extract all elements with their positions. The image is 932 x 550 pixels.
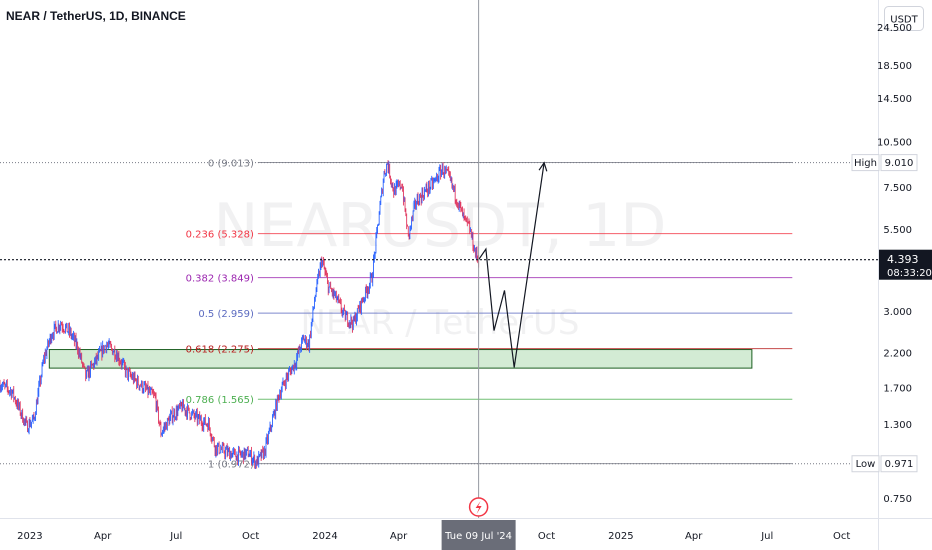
time-tick-label: Oct [242,531,259,542]
currency-button-label: USDT [890,15,918,26]
time-tick-label: Apr [94,531,112,542]
fib-label-1: 1 (0.972) [208,460,254,471]
chart-title: NEAR / TetherUS, 1D, BINANCE [6,9,186,23]
current-price-tag [879,249,932,280]
price-tick-label: 5.500 [883,225,912,236]
projection-path[interactable] [478,162,545,368]
low-value-box [880,455,918,473]
currency-button-frame [884,6,924,31]
time-tick-label: 2025 [608,531,633,542]
current-price-countdown: 08:33:20 [887,268,932,279]
price-tick-label: 18.500 [877,61,912,72]
price-tick-label: 14.500 [877,94,912,105]
lightning-icon [475,501,482,514]
price-tick-label: 3.000 [883,307,912,318]
fib-label-0.382: 0.382 (3.849) [186,274,254,285]
projection-arrow-head [538,161,548,172]
fib-label-0.236: 0.236 (5.328) [186,230,254,241]
time-axis[interactable] [0,518,878,550]
currency-button[interactable]: USDT [884,6,924,31]
time-tick-label: 2023 [17,531,42,542]
price-tick-label: 2.200 [883,349,912,360]
fib-label-0: 0 (9.013) [208,159,254,170]
price-tick-label: 24.500 [877,23,912,34]
time-tick-label: Apr [685,531,703,542]
low-tag-label: Low [856,459,876,470]
support-zone-box[interactable] [48,349,753,369]
time-tick-label: Apr [390,531,408,542]
high-value: 9.010 [885,158,914,169]
event-marker-icon[interactable] [468,497,489,517]
low-value: 0.971 [885,459,914,470]
crosshair-date-label: Tue 09 Jul '24 [444,531,512,542]
watermark-symbol: NEARUSDT, 1D [214,191,667,261]
price-tick-label: 10.500 [877,137,912,148]
price-tick-label: 7.500 [883,183,912,194]
fib-label-0.786: 0.786 (1.565) [186,395,254,406]
time-tick-label: Jul [760,531,773,542]
high-tag-label: High [854,158,877,169]
price-tick-label: 1.300 [883,420,912,431]
time-tick-label: Jul [169,531,182,542]
watermark-description: NEAR / TetherUS [300,303,579,343]
price-tick-label: 0.750 [883,494,912,505]
price-tick-label: 1.700 [883,384,912,395]
high-value-box [880,154,918,172]
crosshair-date-tag [441,520,516,550]
fib-label-0.618: 0.618 (2.275) [186,345,254,356]
candles [0,160,480,469]
time-tick-label: Oct [833,531,850,542]
high-tag [851,154,880,172]
low-tag [851,455,880,473]
fib-label-0.5: 0.5 (2.959) [198,309,254,320]
time-tick-label: 2024 [312,531,337,542]
plot-area: 0 (9.013) 0.236 (5.328) 0.382 (3.849) 0.5 (… [0,159,852,471]
time-tick-label: Oct [538,531,555,542]
current-price-value: 4.393 [887,253,919,266]
